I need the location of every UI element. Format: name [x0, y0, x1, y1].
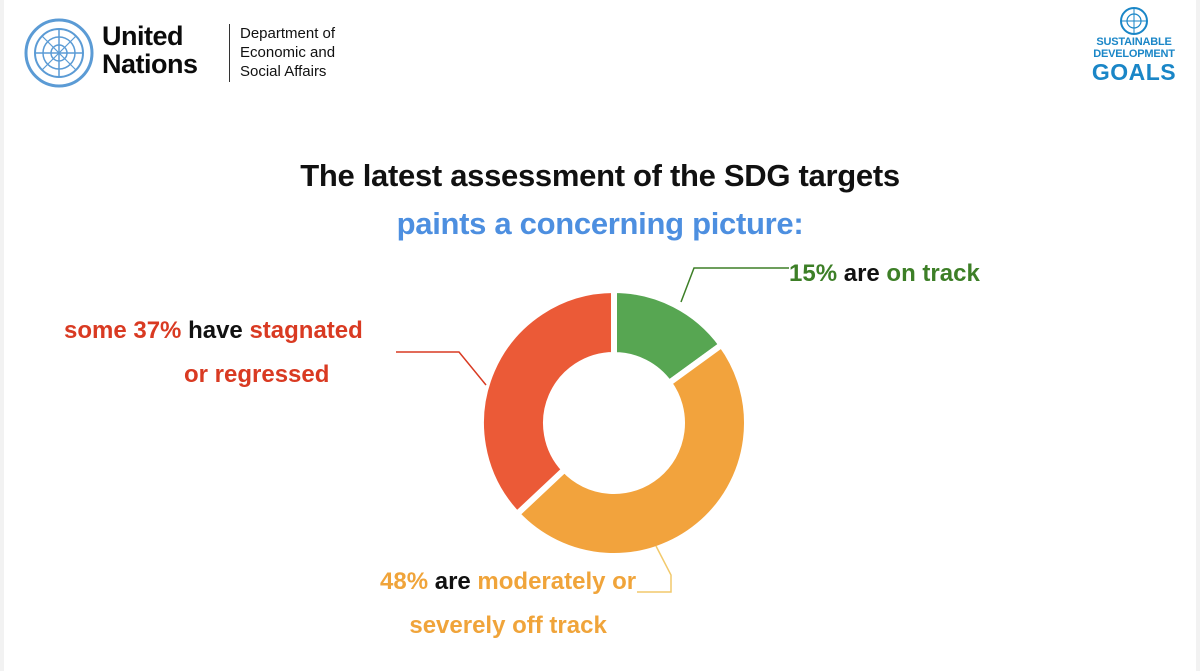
label-on-track: 15% are on track — [789, 252, 980, 296]
desa-name: Department of Economic and Social Affair… — [240, 24, 335, 81]
label-stagnated-mid: have — [181, 317, 250, 344]
label-stagnated-status1: stagnated — [249, 317, 363, 344]
un-wordmark-line2: Nations — [102, 49, 198, 79]
leader-line-off-track — [637, 545, 672, 593]
label-stagnated-prefix: some 37% — [64, 317, 182, 344]
label-on-track-status: on track — [886, 260, 980, 287]
slice-stagnated — [478, 286, 617, 519]
desa-line3: Social Affairs — [240, 63, 327, 80]
un-emblem-icon — [24, 18, 94, 88]
un-wordmark-line1: United — [102, 21, 183, 51]
un-wordmark: United Nations — [102, 22, 198, 78]
sdg-logo-line2: DEVELOPMENT — [1093, 48, 1175, 60]
label-stagnated: some 37% have stagnated or regressed — [64, 309, 363, 397]
slide: United Nations Department of Economic an… — [4, 0, 1196, 671]
slice-off-track — [512, 340, 750, 559]
desa-line1: Department of — [240, 25, 336, 42]
label-off-track-pct: 48% — [380, 568, 429, 595]
label-off-track-status2: severely off track — [409, 612, 607, 639]
sdg-logo-line1: SUSTAINABLE — [1096, 36, 1172, 48]
title-line1: The latest assessment of the SDG targets — [300, 158, 900, 193]
label-stagnated-status2: or regressed — [184, 361, 330, 388]
donut-chart — [396, 267, 789, 593]
label-off-track-status1: moderately or — [477, 568, 637, 595]
label-on-track-mid: are — [837, 260, 887, 287]
label-on-track-pct: 15% — [789, 260, 838, 287]
header-divider — [229, 24, 230, 82]
leader-line-stagnated — [396, 351, 487, 386]
desa-line2: Economic and — [240, 44, 336, 61]
label-off-track: 48% are moderately or severely off track — [380, 560, 636, 648]
leader-line-on-track — [680, 267, 789, 303]
sdg-logo-goals: GOALS — [1091, 59, 1177, 85]
sdg-emblem-icon — [1120, 7, 1148, 35]
sdg-logo: SUSTAINABLE DEVELOPMENT GOALS — [1088, 6, 1180, 86]
title-line2: paints a concerning picture: — [396, 206, 804, 241]
label-off-track-mid: are — [428, 568, 478, 595]
